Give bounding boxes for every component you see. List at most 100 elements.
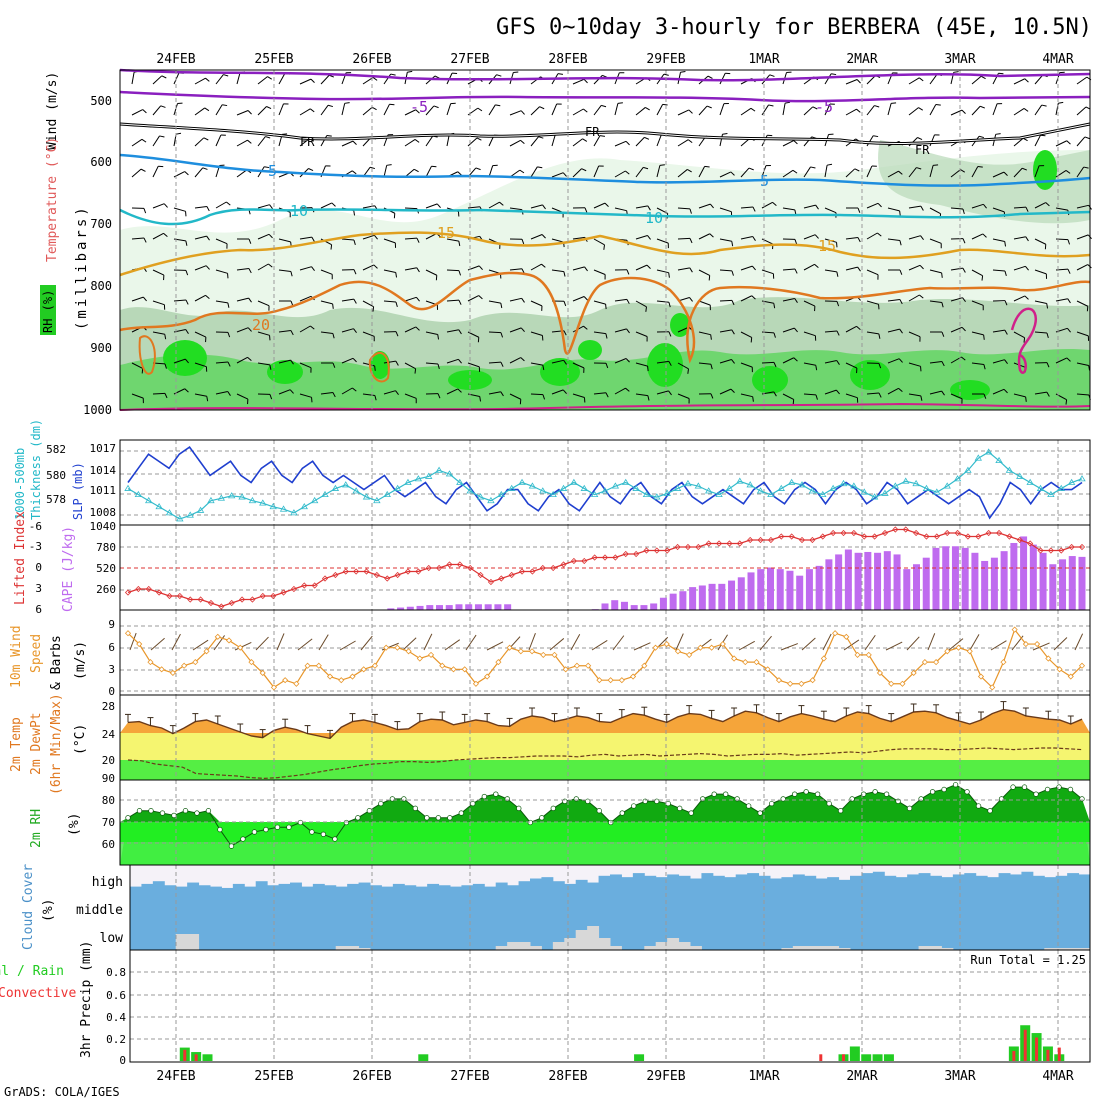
wind-barb <box>551 389 564 395</box>
wind-barb-tick <box>351 170 357 175</box>
rh-marker <box>596 808 602 814</box>
wind-barb <box>446 299 460 302</box>
wind-barb-tick <box>1004 329 1008 335</box>
wind-barb <box>194 265 207 271</box>
wind-barb <box>425 331 438 335</box>
wind-barb-10m <box>759 635 772 651</box>
wind-barb-tick <box>415 109 420 114</box>
wind-barb <box>887 328 900 333</box>
panel-precip: Run Total = 1.25 0.8 0.6 0.4 0.2 0 3hr P… <box>0 941 1091 1067</box>
wind-barb-10m <box>171 633 181 651</box>
wind-barb <box>950 326 963 333</box>
top-date-label: 26FEB <box>352 52 391 67</box>
wind-barb-tick <box>310 325 315 330</box>
wind-barb <box>425 135 434 147</box>
cape-bar <box>932 547 940 610</box>
wind-barb-tick <box>331 202 336 207</box>
lifted-index-marker <box>881 529 889 537</box>
wind-barb <box>572 362 585 369</box>
wind-barb-tick <box>332 392 336 398</box>
wind-barb-tick <box>617 102 623 104</box>
wind-barb-tick <box>143 237 147 243</box>
wind-barb-tick <box>935 104 941 106</box>
wind-barb-10m <box>444 639 461 651</box>
wind-barb-tick <box>1040 134 1046 137</box>
wind-barb <box>740 362 753 368</box>
wind-barb <box>551 172 564 178</box>
cape-bar <box>971 552 979 610</box>
wind-speed-marker <box>225 637 233 644</box>
wind-barb <box>992 329 1005 333</box>
wind-barb-tick <box>478 295 483 300</box>
cloud-low-bar <box>518 942 531 950</box>
wind-barb-10m <box>360 635 373 651</box>
thickness-marker <box>829 484 837 491</box>
cloud-high-bar <box>552 881 565 892</box>
rh-marker <box>159 810 166 816</box>
cape-bar <box>679 591 687 610</box>
thickness-marker <box>404 478 412 485</box>
thickness-marker <box>891 482 900 489</box>
cloud-high-bar <box>770 878 782 892</box>
wind-barb-tick <box>437 363 440 369</box>
y-tick-label: 500 <box>90 94 112 108</box>
wind-barb <box>404 139 416 147</box>
y-tick-label: 600 <box>90 155 112 169</box>
wind-barb <box>866 331 879 335</box>
wind-barb <box>1034 74 1044 85</box>
wind-barb <box>194 137 205 147</box>
cloud-low-bar <box>335 946 348 950</box>
precip-conv-bar <box>819 1054 823 1061</box>
wind-barb <box>677 109 690 116</box>
wind-barb <box>761 104 769 116</box>
wind-barb-tick <box>647 205 651 211</box>
wind-barb <box>803 331 816 337</box>
wind-barb <box>320 135 328 147</box>
wind-barb-tick <box>1025 265 1029 271</box>
lifted-index-marker <box>788 533 795 540</box>
credit-label: GrADS: COLA/IGES <box>4 1085 120 1099</box>
wind-barb <box>299 108 311 116</box>
thickness-marker <box>362 493 371 500</box>
wind-barb <box>551 134 556 147</box>
wind-barb-tick <box>223 74 229 77</box>
top-date-label: 27FEB <box>450 52 489 67</box>
cloud-high-bar <box>472 883 485 892</box>
lifted-index-marker <box>508 571 515 579</box>
cape-bar <box>640 605 648 610</box>
contour-label: -5 <box>410 98 428 116</box>
thickness-marker <box>435 466 443 473</box>
wind-barb <box>215 238 228 245</box>
thickness-marker <box>1057 484 1065 491</box>
wind-barb-tick <box>264 166 270 169</box>
wind-barb <box>278 269 291 272</box>
wind-speed-marker <box>517 648 524 655</box>
wind-barb <box>383 73 392 85</box>
wind-barb-10m <box>675 633 684 651</box>
cape-bar <box>436 605 444 610</box>
cloud-high-bar <box>1078 874 1091 892</box>
y-tick-label: 60 <box>102 838 115 851</box>
wind-barb-tick <box>164 393 168 399</box>
lifted-index-marker <box>695 543 702 551</box>
lifted-index-marker <box>913 529 920 537</box>
wind-barb <box>215 74 224 85</box>
temp-area <box>120 709 1090 739</box>
wind-barb <box>971 166 979 178</box>
wind-barb-tick <box>920 395 923 401</box>
rh-marker <box>136 808 143 814</box>
wind-barb-tick <box>647 235 651 240</box>
wind-barb-tick <box>496 74 502 77</box>
thickness-marker <box>445 470 454 477</box>
wind-barb <box>1055 207 1068 211</box>
wind-barb-tick <box>372 77 378 81</box>
lifted-index-marker <box>778 533 785 540</box>
wind-barb <box>551 269 564 273</box>
rh-marker <box>228 843 235 849</box>
thickness-marker <box>850 482 858 489</box>
thickness-line <box>127 451 1083 520</box>
y-tick-label: 24 <box>102 728 116 741</box>
wind-barb <box>782 298 795 302</box>
wind-barb-tick <box>499 201 504 206</box>
